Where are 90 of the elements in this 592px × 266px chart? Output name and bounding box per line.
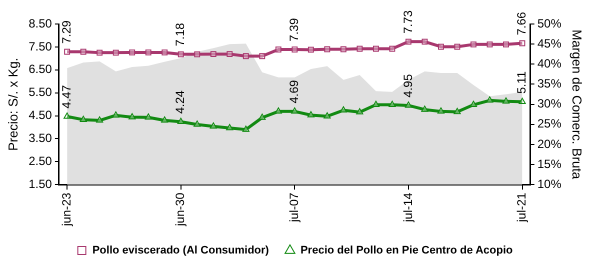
point [388, 100, 396, 108]
data-label: 4.69 [286, 80, 301, 104]
point [340, 46, 346, 52]
y-tick-label: 5.50 [28, 85, 52, 100]
point [356, 108, 364, 114]
y-tick-label: 7.50 [28, 39, 52, 54]
y2-tick-label: 20% [537, 136, 562, 151]
point [308, 46, 314, 53]
point [259, 53, 266, 60]
point [64, 48, 70, 55]
point [404, 101, 412, 108]
point [112, 50, 119, 56]
point [503, 41, 509, 48]
data-label: 7.39 [286, 18, 301, 42]
point [128, 113, 136, 120]
point [129, 49, 136, 56]
point [80, 116, 87, 122]
y-tick-label: 3.50 [28, 131, 52, 146]
data-label: 4.47 [59, 84, 74, 108]
point [112, 111, 120, 118]
point [291, 107, 298, 114]
point [486, 96, 494, 103]
data-label: 7.66 [514, 12, 529, 36]
point [454, 108, 461, 114]
point [422, 38, 428, 45]
point [275, 46, 282, 52]
point [389, 46, 396, 52]
point [242, 53, 249, 60]
y2-tick-label: 35% [537, 76, 562, 91]
data-label: 4.95 [400, 74, 415, 98]
point [64, 112, 71, 119]
y2-tick-label: 15% [537, 156, 562, 171]
point [96, 50, 103, 56]
y2-tick-label: 10% [537, 176, 562, 191]
point [162, 49, 168, 56]
point [470, 41, 476, 48]
point [226, 51, 233, 58]
point [210, 122, 217, 129]
y-tick-label: 1.50 [28, 176, 52, 191]
data-label: 7.18 [173, 22, 188, 46]
point [324, 112, 331, 119]
point [405, 38, 412, 45]
point [307, 111, 314, 118]
x-tick-label: jul-14 [400, 192, 415, 223]
x-tick-label: jul-07 [286, 192, 301, 223]
point [437, 107, 445, 114]
point [194, 120, 201, 127]
y2-tick-label: 40% [537, 56, 562, 70]
point [356, 46, 363, 52]
y2-tick-label: 25% [537, 116, 562, 131]
point [518, 98, 526, 104]
x-tick-label: jul-21 [514, 192, 529, 223]
point [178, 51, 184, 58]
point [177, 118, 184, 124]
point [242, 126, 250, 132]
y-tick-label: 2.50 [28, 154, 52, 168]
y-tick-label: 8.50 [28, 16, 52, 30]
point [96, 116, 104, 123]
x-tick-label: jun-23 [59, 192, 74, 227]
point [519, 40, 526, 46]
point [210, 51, 216, 58]
data-label: 5.11 [514, 71, 529, 94]
y2-tick-label: 45% [537, 36, 562, 50]
y2-tick-label: 50% [537, 16, 562, 30]
legend-label: Pollo eviscerado (Al Consumidor) [92, 244, 270, 257]
point [194, 51, 200, 58]
data-label: 7.73 [400, 10, 415, 34]
y-axis-title: Precio: S/. x Kg. [5, 58, 20, 151]
legend-label: Precio del Pollo en Pie Centro de Acopio [300, 244, 514, 257]
y2-tick-label: 30% [537, 96, 562, 111]
point [438, 44, 444, 50]
y2-axis-title: Margen de Comerc. Bruta [570, 30, 585, 180]
point [292, 46, 298, 52]
data-label: 4.24 [173, 90, 188, 114]
point [421, 106, 428, 112]
point [258, 114, 266, 120]
point [161, 116, 168, 123]
point [324, 46, 330, 52]
point [486, 41, 493, 48]
y-tick-label: 6.50 [28, 62, 52, 76]
point [502, 97, 510, 104]
data-label: 7.29 [59, 20, 74, 44]
point [226, 124, 234, 130]
point [372, 46, 379, 52]
y-tick-label: 4.50 [28, 108, 52, 122]
point [80, 48, 86, 55]
point [145, 49, 152, 56]
x-tick-label: jun-30 [173, 192, 188, 227]
point [454, 44, 460, 50]
point [144, 113, 152, 120]
